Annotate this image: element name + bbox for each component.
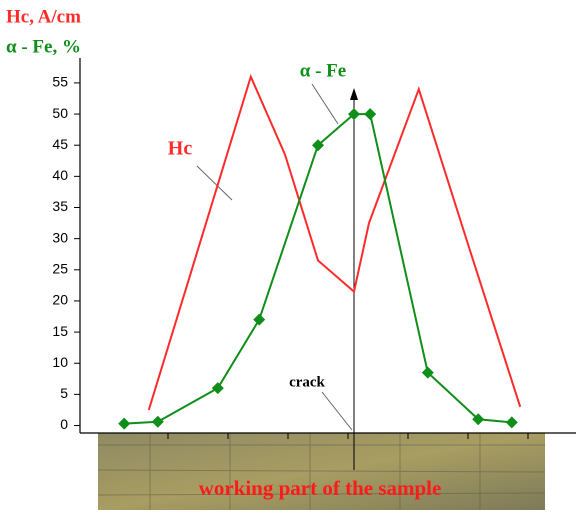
y-tick-label: 15 (52, 323, 68, 339)
y-tick-label: 25 (52, 260, 68, 276)
y-title: α - Fe, % (6, 36, 81, 57)
point (118, 417, 131, 430)
series-leader (311, 83, 339, 125)
y-tick-label: 55 (52, 74, 68, 90)
point (472, 413, 485, 426)
photo-texture (97, 433, 546, 510)
y-tick-label: 40 (52, 167, 68, 183)
series-line (124, 113, 512, 425)
point (312, 139, 324, 152)
point (253, 313, 266, 326)
crack-leader (321, 391, 353, 431)
y-tick-label: 35 (52, 198, 68, 214)
series-leader (196, 165, 233, 201)
crack-label: crack (289, 374, 325, 390)
point (505, 416, 518, 429)
crack-arrow (350, 88, 358, 100)
point (421, 366, 434, 379)
point (151, 415, 164, 428)
y-tick-label: 20 (52, 292, 68, 308)
photo-label: working part of the sample (199, 476, 442, 500)
point (364, 108, 377, 121)
y-tick-label: 50 (52, 105, 68, 121)
y-tick-label: 5 (60, 385, 68, 401)
point (211, 382, 224, 395)
y-tick-label: 30 (52, 229, 68, 245)
series-label: α - Fe (300, 60, 346, 81)
y-tick-label: 10 (52, 354, 68, 370)
series-line (147, 73, 522, 411)
series-label: Hc (168, 138, 193, 160)
point (348, 108, 360, 121)
y-title: Hc, A/cm (6, 6, 81, 27)
y-tick-label: 0 (60, 416, 68, 432)
y-tick-label: 45 (52, 136, 68, 152)
